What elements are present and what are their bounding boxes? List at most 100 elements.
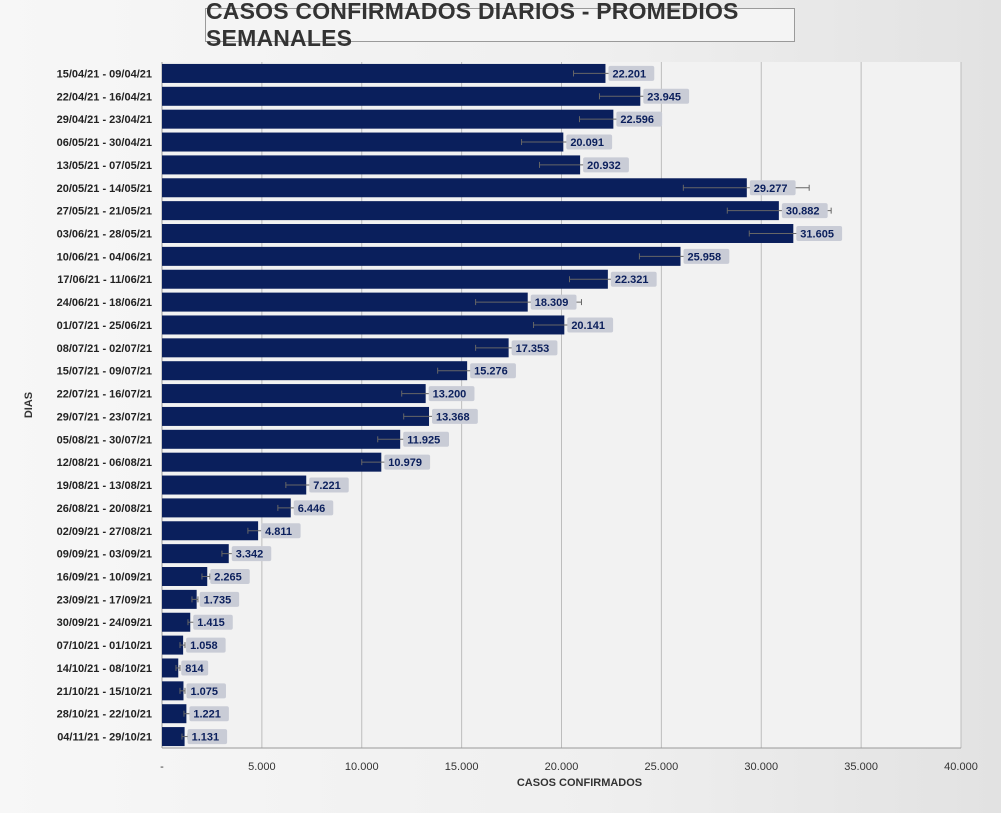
bar — [162, 658, 179, 678]
bar — [162, 704, 187, 724]
data-label-box — [210, 569, 250, 584]
data-label: 1.735 — [204, 594, 232, 606]
bar — [162, 681, 184, 701]
data-label: 22.201 — [612, 68, 646, 80]
category-label: 17/06/21 - 11/06/21 — [57, 274, 152, 286]
x-tick-label: 10.000 — [345, 761, 379, 773]
bar — [162, 292, 528, 312]
data-label: 25.958 — [688, 251, 722, 263]
x-tick-label: 40.000 — [944, 761, 978, 773]
x-tick-label: 30.000 — [744, 761, 778, 773]
data-label: 1.221 — [193, 709, 221, 721]
data-label-box — [261, 523, 301, 539]
bar — [162, 384, 426, 404]
bar — [162, 132, 564, 152]
data-label: 29.277 — [754, 183, 788, 195]
data-label: 2.265 — [214, 572, 242, 584]
bar — [162, 86, 641, 106]
bar — [162, 452, 382, 472]
data-label: 20.141 — [571, 320, 605, 332]
category-label: 23/09/21 - 17/09/21 — [57, 594, 152, 606]
data-label: 1.131 — [192, 732, 220, 744]
category-label: 02/09/21 - 27/08/21 — [57, 526, 152, 538]
bar — [162, 201, 779, 221]
data-label-box — [608, 65, 655, 81]
data-label-box — [583, 157, 629, 173]
data-label-box — [181, 660, 209, 676]
data-label-box — [511, 340, 558, 356]
category-label: 06/05/21 - 30/04/21 — [57, 137, 152, 149]
data-label: 22.596 — [620, 114, 654, 126]
category-label: 28/10/21 - 22/10/21 — [57, 709, 152, 721]
category-label: 15/04/21 - 09/04/21 — [57, 68, 152, 80]
data-label-box — [231, 546, 272, 562]
data-label-box — [384, 454, 431, 470]
bar — [162, 475, 307, 495]
bar — [162, 521, 259, 541]
data-label-box — [199, 591, 240, 607]
x-tick-label: 20.000 — [545, 761, 579, 773]
data-label-box — [470, 363, 516, 379]
category-label: 10/06/21 - 04/06/21 — [57, 251, 152, 263]
data-label: 20.091 — [570, 137, 604, 149]
data-label: 1.415 — [197, 617, 225, 629]
category-label: 04/11/21 - 29/10/21 — [57, 732, 152, 744]
bar — [162, 544, 229, 564]
data-label-box — [530, 294, 577, 310]
category-label: 12/08/21 - 06/08/21 — [57, 457, 152, 469]
x-tick-label: 25.000 — [645, 761, 679, 773]
data-label-box — [309, 477, 349, 493]
y-axis-title: DIAS — [23, 392, 35, 418]
x-tick-label: 35.000 — [844, 761, 878, 773]
bar — [162, 224, 794, 243]
category-label: 05/08/21 - 30/07/21 — [57, 434, 152, 446]
bar — [162, 498, 291, 518]
x-tick-label: 5.000 — [248, 761, 276, 773]
data-label-box — [293, 500, 334, 516]
data-label: 10.979 — [388, 457, 422, 469]
bar — [162, 246, 681, 266]
bar — [162, 63, 606, 83]
category-label: 27/05/21 - 21/05/21 — [57, 206, 152, 218]
data-label: 22.321 — [615, 274, 649, 286]
bar — [162, 269, 608, 289]
category-label: 22/07/21 - 16/07/21 — [57, 389, 152, 401]
data-label: 31.605 — [800, 229, 834, 241]
data-label-box — [643, 88, 690, 104]
bar — [162, 567, 208, 586]
x-tick-label: - — [160, 761, 164, 773]
bar — [162, 361, 468, 381]
category-label: 20/05/21 - 14/05/21 — [57, 183, 152, 195]
data-label-box — [566, 134, 613, 150]
category-label: 29/04/21 - 23/04/21 — [57, 114, 152, 126]
category-label: 22/04/21 - 16/04/21 — [57, 91, 152, 103]
bar — [162, 429, 401, 449]
data-label: 30.882 — [786, 206, 820, 218]
data-label: 7.221 — [313, 480, 341, 492]
data-label: 4.811 — [265, 526, 292, 538]
data-label-box — [187, 729, 228, 745]
data-label-box — [781, 203, 828, 219]
data-label-box — [796, 226, 843, 241]
bar — [162, 612, 191, 632]
x-tick-label: 15.000 — [445, 761, 479, 773]
data-label: 1.058 — [190, 640, 218, 652]
data-label: 1.075 — [190, 686, 218, 698]
category-label: 26/08/21 - 20/08/21 — [57, 503, 152, 515]
data-label: 814 — [185, 663, 204, 675]
data-label: 20.932 — [587, 160, 621, 172]
data-label: 13.200 — [433, 389, 467, 401]
data-label-box — [567, 317, 614, 333]
category-label: 13/05/21 - 07/05/21 — [57, 160, 152, 172]
bar — [162, 635, 184, 655]
category-label: 01/07/21 - 25/06/21 — [57, 320, 152, 332]
data-label-box — [186, 637, 226, 653]
data-label: 3.342 — [236, 549, 264, 561]
bar — [162, 406, 430, 426]
data-label-box — [193, 614, 233, 630]
category-label: 09/09/21 - 03/09/21 — [57, 549, 152, 561]
category-label: 14/10/21 - 08/10/21 — [57, 663, 152, 675]
bar — [162, 155, 581, 175]
